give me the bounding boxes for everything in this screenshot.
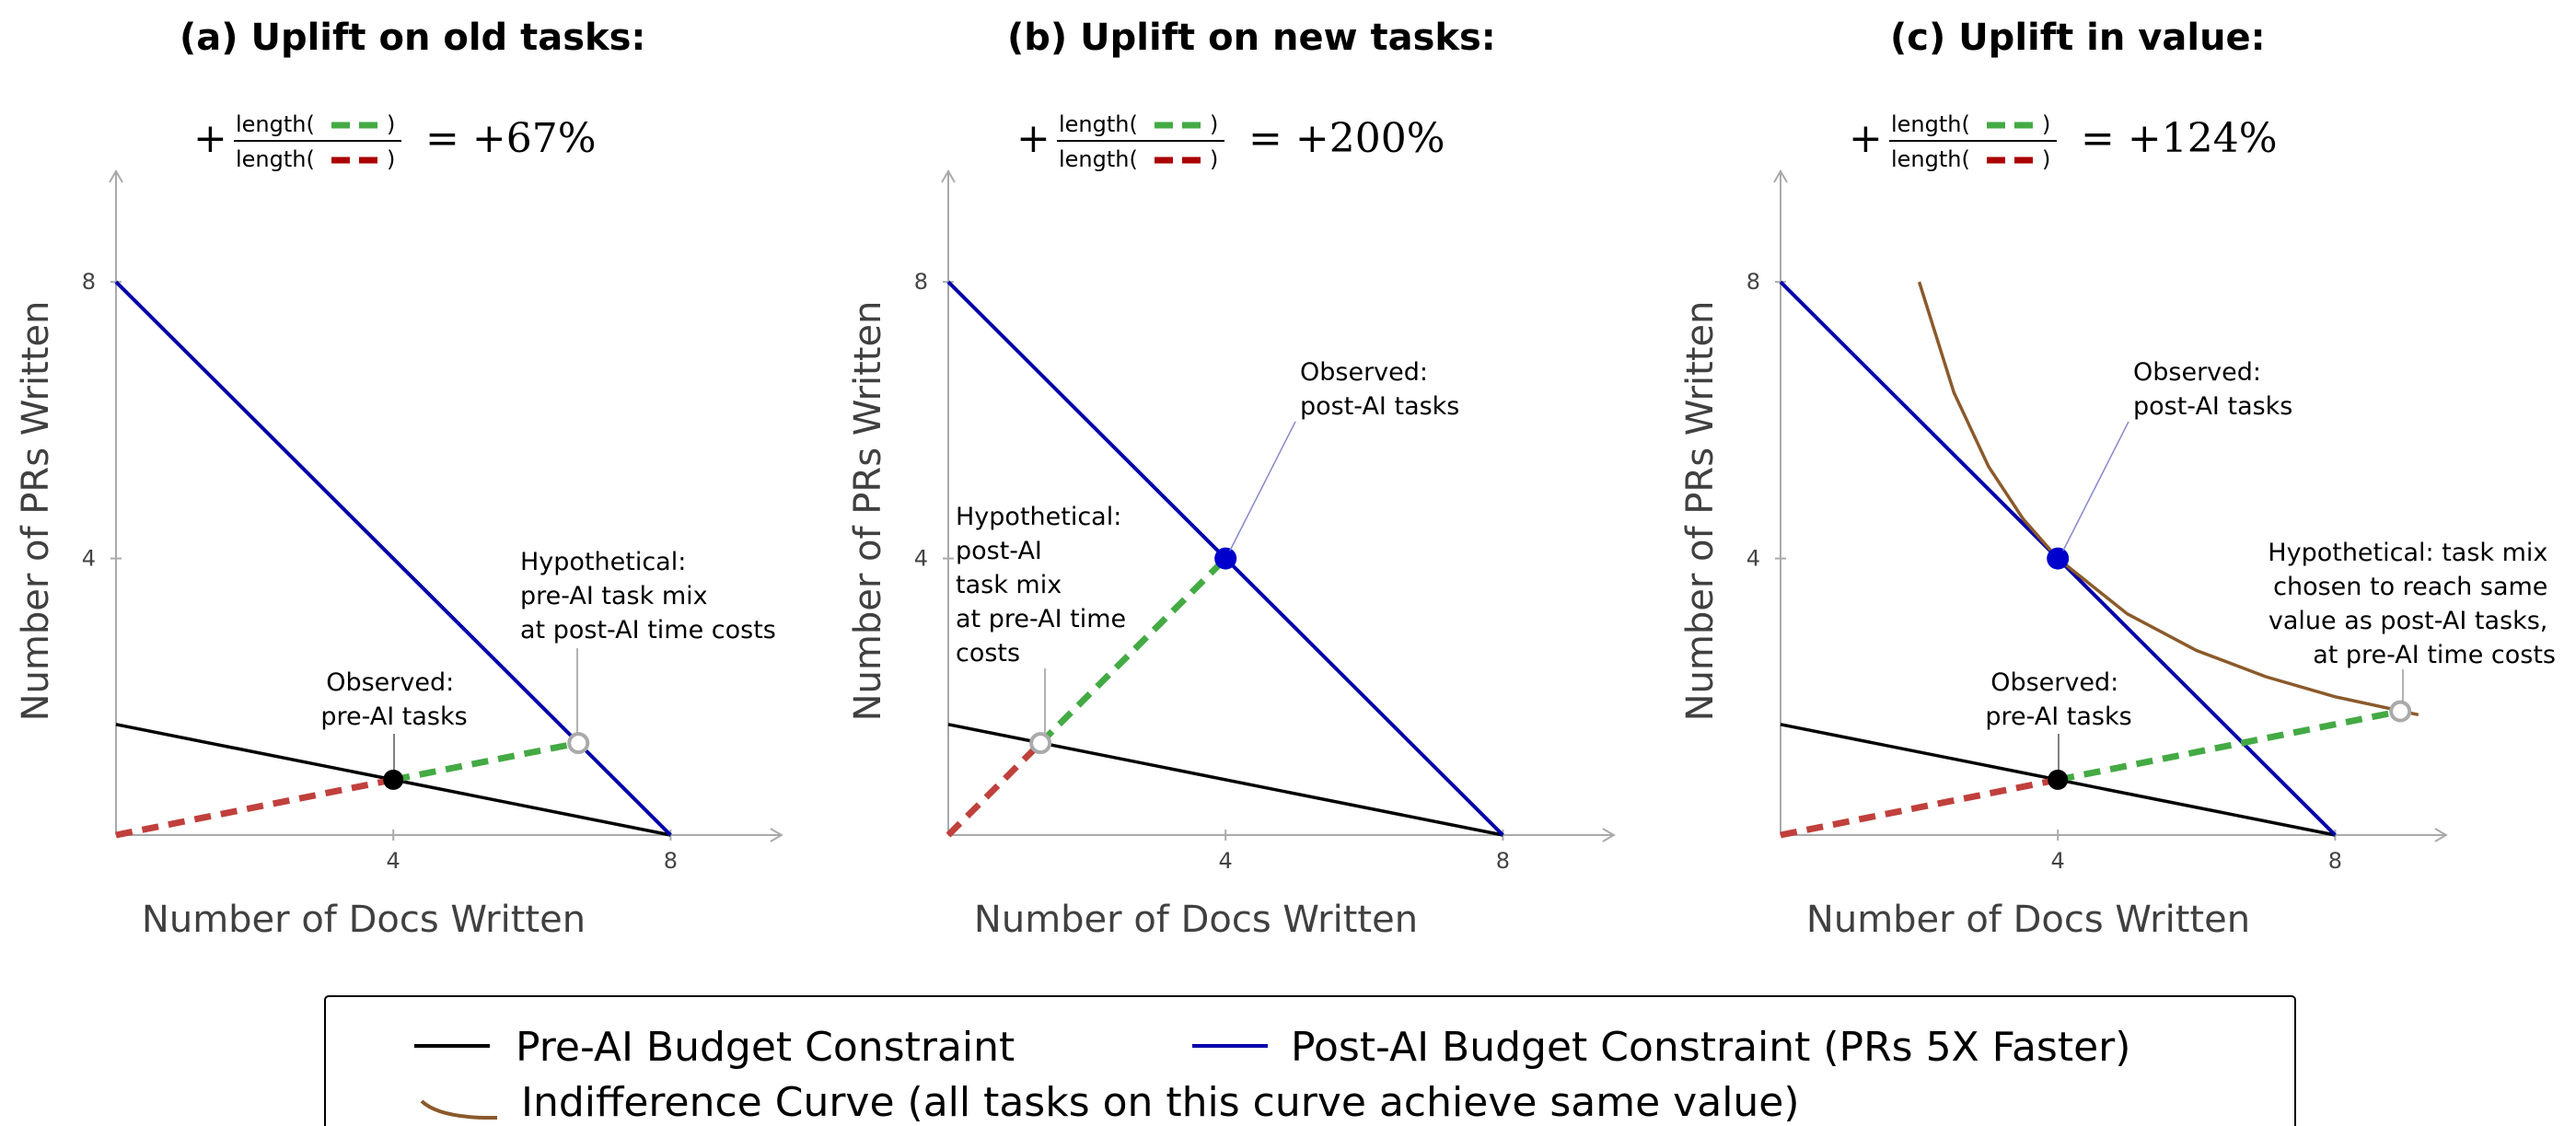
x-tick-label: 4 xyxy=(1219,848,1233,874)
y-axis-arrow xyxy=(941,169,956,183)
annotation-observed-post-ai: Observed: post-AI tasks xyxy=(2133,358,2292,421)
formula-close: ) xyxy=(1210,146,1218,172)
y-tick-label: 4 xyxy=(82,546,96,572)
formula-numerator: length( xyxy=(236,111,315,137)
legend-label-indifference: Indifference Curve (all tasks on this cu… xyxy=(521,1079,1800,1126)
legend-box xyxy=(324,995,2296,1126)
formula-denominator: length( xyxy=(236,146,315,172)
red-dashed-segment xyxy=(115,776,394,839)
x-tick-label: 4 xyxy=(387,848,400,874)
formula-close: ) xyxy=(2042,146,2050,172)
plot-area: 4 8 4 8 xyxy=(914,169,1616,874)
data-point-black xyxy=(2048,769,2069,790)
plot-area: 4 8 4 8 xyxy=(82,169,783,874)
annotation-hypothetical: Hypothetical: post-AI task mix at pre-AI… xyxy=(956,503,1134,667)
uplift-formula: + length( ) length( ) = +200% xyxy=(1016,111,1445,172)
x-tick-label: 8 xyxy=(1496,848,1510,874)
x-tick-label: 4 xyxy=(2051,848,2065,874)
data-point-hollow xyxy=(567,732,590,755)
formula-denominator: length( xyxy=(1891,146,1970,172)
legend-label-pre-ai: Pre-AI Budget Constraint xyxy=(516,1024,1015,1071)
x-axis-arrow xyxy=(1602,828,1616,842)
red-dashed-segment xyxy=(1780,776,2059,839)
data-point-hollow xyxy=(2389,700,2412,723)
green-dashed-segment xyxy=(2057,708,2401,784)
x-axis-label: Number of Docs Written xyxy=(142,899,586,941)
formula-numerator: length( xyxy=(1891,111,1970,137)
panel-b: (b) Uplift on new tasks: + length( ) len… xyxy=(847,17,1616,941)
panel-title: (a) Uplift on old tasks: xyxy=(180,17,645,59)
annotation-hypothetical: Hypothetical: task mix chosen to reach s… xyxy=(2268,539,2556,669)
formula-denominator: length( xyxy=(1059,146,1138,172)
plot-area: 4 8 4 8 xyxy=(1746,169,2448,874)
x-axis-label: Number of Docs Written xyxy=(974,899,1418,941)
data-point-blue xyxy=(1214,547,1237,570)
red-dashed-segment xyxy=(946,740,1043,838)
uplift-formula: + length( ) length( ) = +67% xyxy=(193,111,597,172)
y-tick-label: 8 xyxy=(82,269,96,295)
y-axis-label: Number of PRs Written xyxy=(847,301,889,722)
formula-prefix: + xyxy=(193,115,227,162)
y-tick-label: 4 xyxy=(914,546,928,572)
formula-close: ) xyxy=(387,146,395,172)
annotation-hypothetical: Hypothetical: pre-AI task mix at post-AI… xyxy=(520,548,776,644)
annotation-observed-pre-ai: Observed: pre-AI tasks xyxy=(320,668,467,731)
x-axis-label: Number of Docs Written xyxy=(1806,899,2250,941)
formula-close: ) xyxy=(2042,111,2050,137)
formula-result: = +200% xyxy=(1248,115,1445,162)
y-tick-label: 8 xyxy=(914,269,928,295)
data-point-hollow xyxy=(1029,732,1052,755)
formula-numerator: length( xyxy=(1059,111,1138,137)
formula-close: ) xyxy=(387,111,395,137)
y-axis-label: Number of PRs Written xyxy=(15,301,57,722)
legend-label-post-ai: Post-AI Budget Constraint (PRs 5X Faster… xyxy=(1291,1024,2130,1071)
panel-title: (b) Uplift on new tasks: xyxy=(1007,17,1496,59)
green-dashed-segment xyxy=(1038,556,1228,746)
annotation-leader xyxy=(1229,421,1296,551)
formula-result: = +124% xyxy=(2081,115,2278,162)
annotation-observed-post-ai: Observed: post-AI tasks xyxy=(1300,358,1459,421)
annotation-leader xyxy=(2062,421,2129,551)
y-axis-arrow xyxy=(1773,169,1788,183)
panel-a: (a) Uplift on old tasks: + length( ) len… xyxy=(15,17,783,941)
data-point-blue xyxy=(2047,547,2070,570)
panel-c: (c) Uplift in value: + length( ) length(… xyxy=(1679,17,2556,941)
annotation-observed-pre-ai: Observed: pre-AI tasks xyxy=(1985,668,2131,731)
y-tick-label: 4 xyxy=(1746,546,1760,572)
formula-prefix: + xyxy=(1849,115,1883,162)
data-point-black xyxy=(383,769,404,790)
panel-title: (c) Uplift in value: xyxy=(1890,17,2266,59)
x-tick-label: 8 xyxy=(664,848,678,874)
x-tick-label: 8 xyxy=(2328,848,2342,874)
green-dashed-segment xyxy=(392,739,579,784)
y-axis-arrow xyxy=(109,169,123,183)
legend-swatch-indifference xyxy=(420,1099,498,1120)
y-tick-label: 8 xyxy=(1746,269,1760,295)
formula-prefix: + xyxy=(1016,115,1050,162)
legend: Pre-AI Budget Constraint Post-AI Budget … xyxy=(324,995,2296,1126)
x-axis-arrow xyxy=(770,828,783,842)
series-indifference-curve-all-tasks-on-this-cur xyxy=(1917,281,2419,717)
x-axis-arrow xyxy=(2434,828,2448,842)
formula-result: = +67% xyxy=(425,115,597,162)
formula-close: ) xyxy=(1210,111,1218,137)
y-axis-label: Number of PRs Written xyxy=(1679,301,1722,722)
uplift-formula: + length( ) length( ) = +124% xyxy=(1849,111,2278,172)
